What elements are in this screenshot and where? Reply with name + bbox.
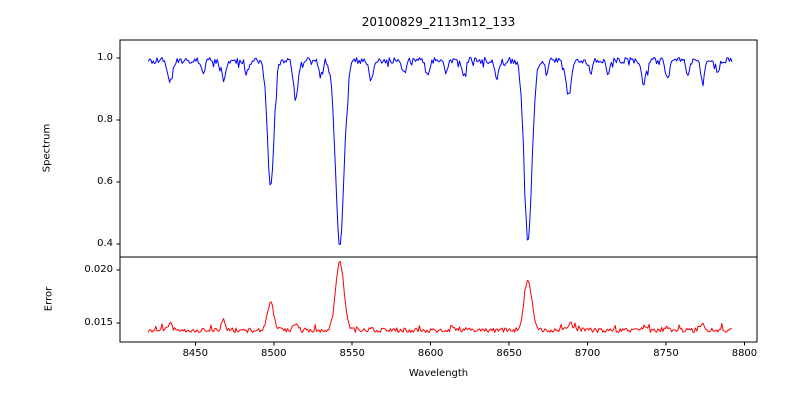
chart-title: 20100829_2113m12_133 [361,15,516,29]
y-tick-label-spectrum: 1.0 [97,51,113,63]
spectrum-line [147,56,733,245]
y-tick-label-error: 0.020 [84,263,113,275]
x-tick-label: 8800 [731,348,758,359]
error-line [147,260,733,334]
bottom-panel-spines [119,256,758,343]
y-tick-label-spectrum: 0.4 [97,237,113,249]
x-tick-label: 8450 [182,348,209,359]
x-tick-label: 8600 [417,348,444,359]
wavelength-axis-label: Wavelength [408,368,469,379]
x-tick-label: 8750 [653,348,679,359]
y-tick-label-spectrum: 0.6 [97,175,113,187]
spectrum-axis-label: Spectrum [41,123,53,173]
top-panel-spines [119,39,758,258]
x-tick-label: 8550 [339,348,365,359]
x-tick-label: 8650 [496,348,522,359]
error-axis-label: Error [43,286,55,312]
y-tick-label-spectrum: 0.8 [97,113,113,125]
x-tick-label: 8500 [261,348,287,359]
y-tick-label-error: 0.015 [84,316,113,328]
x-tick-label: 8700 [574,348,601,359]
